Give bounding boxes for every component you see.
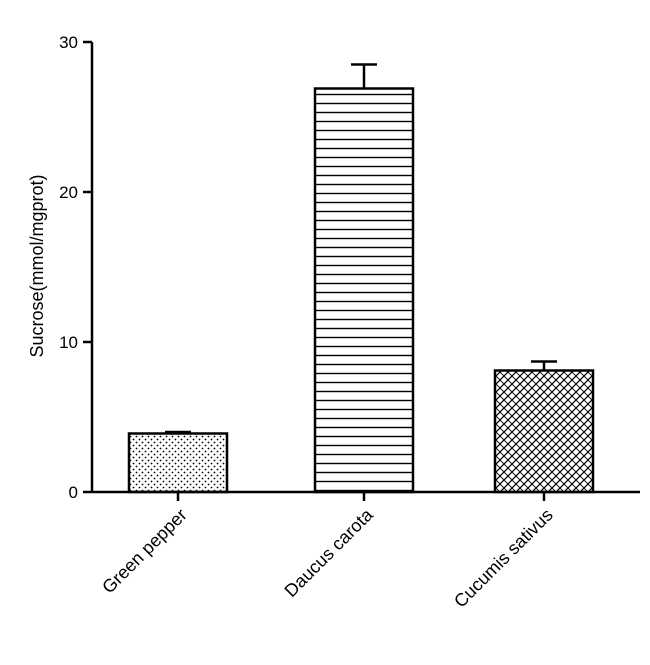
- bar-group: [493, 360, 595, 494]
- bar-group: [127, 430, 229, 494]
- bar-group: [313, 63, 415, 494]
- bars: [127, 63, 595, 494]
- x-category-label: Daucus carota: [281, 504, 378, 601]
- x-axis: Green pepper Daucus carota Cucumis sativus: [92, 490, 640, 612]
- y-tick-label: 20: [59, 183, 78, 202]
- y-tick-label: 10: [59, 333, 78, 352]
- y-tick-label: 30: [59, 33, 78, 52]
- bar: [313, 87, 415, 494]
- y-axis-title: Sucrose(mmol/mgprot): [27, 174, 47, 357]
- y-tick-label: 0: [69, 483, 78, 502]
- x-category-label: Cucumis sativus: [450, 505, 557, 612]
- y-axis: 0 10 20 30: [59, 33, 94, 502]
- bar: [493, 369, 595, 494]
- x-category-label: Green pepper: [98, 505, 191, 598]
- bar: [127, 432, 229, 494]
